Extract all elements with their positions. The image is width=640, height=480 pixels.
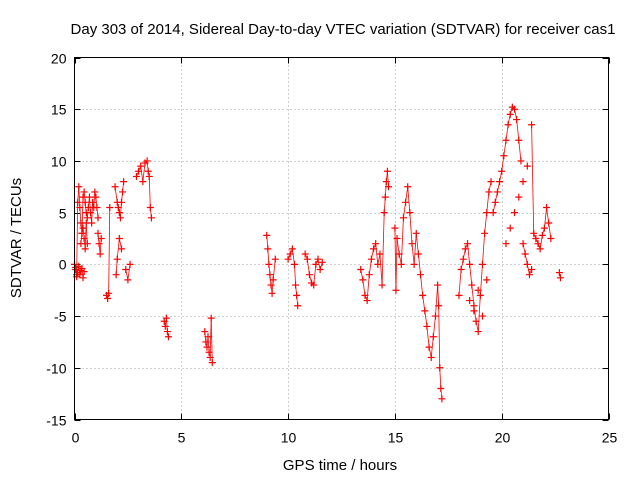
data-segment bbox=[76, 202, 79, 275]
data-point bbox=[519, 178, 527, 186]
chart-title: Day 303 of 2014, Sidereal Day-to-day VTE… bbox=[71, 21, 616, 38]
x-tick-label: 0 bbox=[72, 430, 80, 446]
plot-frame bbox=[74, 57, 609, 420]
data-point bbox=[466, 297, 474, 305]
data-point bbox=[294, 302, 302, 310]
x-tick-label: 10 bbox=[281, 430, 297, 446]
data-point bbox=[80, 268, 88, 276]
data-point bbox=[459, 255, 467, 263]
data-point bbox=[515, 193, 523, 201]
data-segment bbox=[531, 124, 535, 234]
data-point bbox=[205, 348, 213, 356]
data-point bbox=[517, 157, 525, 165]
data-point bbox=[164, 333, 172, 341]
x-tick-labels: 0 5 10 15 20 25 bbox=[72, 430, 618, 446]
grid-lines bbox=[74, 57, 609, 420]
data-point bbox=[132, 172, 140, 180]
y-tick-label: 15 bbox=[51, 102, 67, 118]
data-point bbox=[534, 240, 542, 248]
data-segment bbox=[400, 217, 404, 265]
y-tick-label: -10 bbox=[46, 361, 66, 377]
data-point bbox=[523, 162, 531, 170]
data-point bbox=[502, 240, 510, 248]
data-segment bbox=[210, 318, 213, 363]
y-axis-title: SDTVAR / TECUs bbox=[8, 178, 25, 298]
y-tick-labels: -15 -10 -5 0 5 10 15 20 bbox=[46, 51, 66, 429]
data-point bbox=[511, 209, 519, 217]
data-point bbox=[117, 245, 125, 253]
data-segment bbox=[458, 269, 462, 296]
data-point bbox=[457, 266, 465, 274]
y-tick-label: 10 bbox=[51, 154, 67, 170]
data-point bbox=[94, 214, 102, 222]
x-tick-label: 25 bbox=[602, 430, 618, 446]
data-segment bbox=[366, 274, 370, 301]
data-point bbox=[438, 395, 446, 403]
data-point bbox=[547, 235, 555, 242]
data-segment bbox=[379, 253, 383, 286]
data-point bbox=[106, 203, 114, 211]
y-tick-label: -15 bbox=[46, 413, 66, 429]
data-point bbox=[506, 224, 514, 232]
data-point bbox=[83, 240, 91, 248]
data-point bbox=[521, 250, 529, 258]
x-tick-label: 15 bbox=[388, 430, 404, 446]
data-point bbox=[519, 240, 527, 248]
data-point bbox=[556, 274, 564, 282]
data-point bbox=[384, 183, 392, 191]
data-segment bbox=[435, 285, 439, 317]
data-segment bbox=[409, 212, 413, 244]
y-tick-label: -5 bbox=[54, 309, 67, 325]
data-point bbox=[97, 235, 105, 242]
data-segment bbox=[148, 176, 151, 208]
data-segment bbox=[381, 212, 385, 286]
data-point bbox=[104, 294, 112, 302]
data-point bbox=[489, 209, 497, 217]
data-point bbox=[91, 188, 99, 196]
y-tick-label: 0 bbox=[59, 257, 67, 273]
data-point bbox=[511, 105, 519, 113]
data-point bbox=[555, 269, 563, 277]
data-point bbox=[528, 266, 536, 274]
data-point bbox=[506, 110, 514, 118]
data-point bbox=[470, 307, 478, 315]
data-segment bbox=[438, 305, 441, 368]
data-point bbox=[144, 167, 152, 175]
data-segment bbox=[108, 207, 111, 294]
data-point bbox=[114, 203, 122, 211]
data-point bbox=[504, 121, 512, 129]
data-segment bbox=[407, 186, 411, 213]
data-point bbox=[301, 250, 309, 258]
data-point bbox=[120, 178, 128, 186]
data-point bbox=[523, 260, 531, 268]
data-point bbox=[474, 286, 482, 294]
data-segment bbox=[413, 233, 417, 265]
data-point bbox=[271, 255, 279, 263]
data-point bbox=[284, 255, 292, 263]
data-point bbox=[79, 193, 87, 201]
data-point bbox=[483, 276, 491, 284]
data-segment bbox=[395, 238, 398, 291]
data-point bbox=[318, 258, 326, 266]
data-point bbox=[208, 359, 216, 367]
data-segment bbox=[477, 295, 481, 332]
data-point bbox=[367, 255, 375, 263]
x-tick-label: 5 bbox=[178, 430, 186, 446]
x-axis-title: GPS time / hours bbox=[283, 457, 397, 474]
data-point bbox=[487, 178, 495, 186]
data-point bbox=[147, 214, 155, 222]
data-point bbox=[316, 266, 324, 274]
data-point bbox=[126, 260, 134, 268]
data-point bbox=[478, 312, 486, 320]
data-segment bbox=[81, 197, 84, 234]
x-tick-label: 20 bbox=[495, 430, 511, 446]
axis-ticks bbox=[74, 57, 610, 421]
data-segment bbox=[482, 233, 486, 265]
data-points bbox=[71, 103, 564, 403]
y-tick-label: 5 bbox=[59, 206, 67, 222]
y-tick-label: 20 bbox=[51, 51, 67, 67]
data-point bbox=[78, 229, 86, 237]
